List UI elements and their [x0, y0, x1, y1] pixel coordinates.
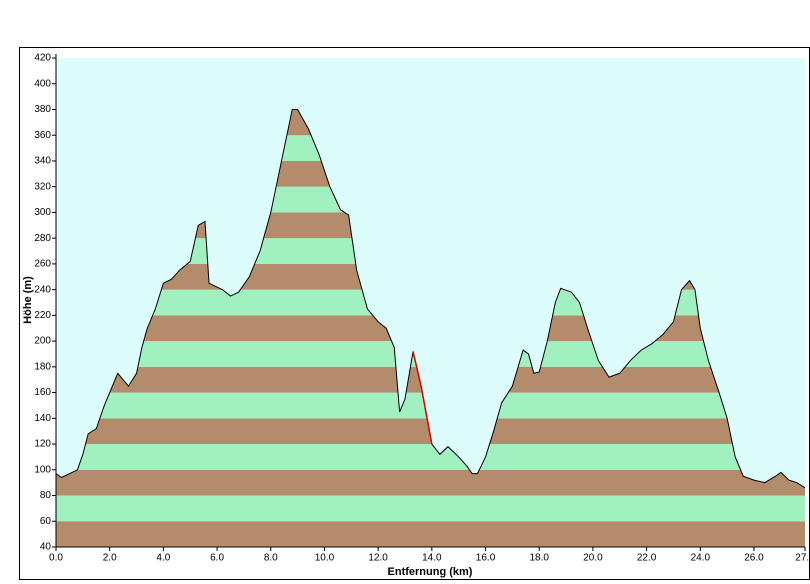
y-tick-label: 360	[34, 130, 51, 141]
x-tick-label: 16.0	[476, 553, 496, 564]
x-tick-label: 26.0	[744, 553, 764, 564]
x-tick-label: 20.0	[583, 553, 603, 564]
y-tick-label: 420	[34, 53, 51, 64]
elevation-band	[56, 444, 805, 470]
x-tick-label: 24.0	[691, 553, 711, 564]
y-tick-label: 200	[34, 336, 51, 347]
x-tick-label: 8.0	[264, 553, 278, 564]
x-tick-label: 27.9	[795, 553, 810, 564]
elevation-band	[56, 495, 805, 522]
x-tick-label: 2.0	[103, 553, 117, 564]
x-tick-label: 18.0	[529, 553, 549, 564]
y-tick-label: 260	[34, 259, 51, 270]
y-tick-label: 220	[34, 310, 51, 321]
x-tick-label: 0.0	[49, 553, 63, 564]
y-tick-label: 280	[34, 233, 51, 244]
y-tick-label: 380	[34, 104, 51, 115]
y-tick-label: 320	[34, 181, 51, 192]
y-tick-label: 140	[34, 413, 51, 424]
x-tick-label: 14.0	[422, 553, 442, 564]
y-tick-label: 180	[34, 361, 51, 372]
y-tick-label: 340	[34, 156, 51, 167]
y-tick-label: 80	[40, 490, 52, 501]
x-tick-label: 22.0	[637, 553, 657, 564]
x-axis-label: Entfernung (km)	[388, 566, 473, 578]
x-tick-label: 4.0	[156, 553, 170, 564]
y-tick-label: 160	[34, 387, 51, 398]
x-tick-label: 6.0	[210, 553, 224, 564]
y-tick-label: 400	[34, 78, 51, 89]
y-tick-label: 120	[34, 439, 51, 450]
y-tick-label: 100	[34, 464, 51, 475]
x-tick-label: 12.0	[368, 553, 388, 564]
y-tick-label: 40	[40, 542, 52, 553]
y-tick-label: 60	[40, 516, 52, 527]
elevation-band	[56, 521, 805, 547]
x-tick-label: 10.0	[315, 553, 335, 564]
profile-line	[412, 351, 433, 445]
elevation-band	[56, 469, 805, 496]
y-tick-label: 240	[34, 284, 51, 295]
y-axis-label: Höhe (m)	[22, 276, 34, 324]
y-tick-label: 300	[34, 207, 51, 218]
